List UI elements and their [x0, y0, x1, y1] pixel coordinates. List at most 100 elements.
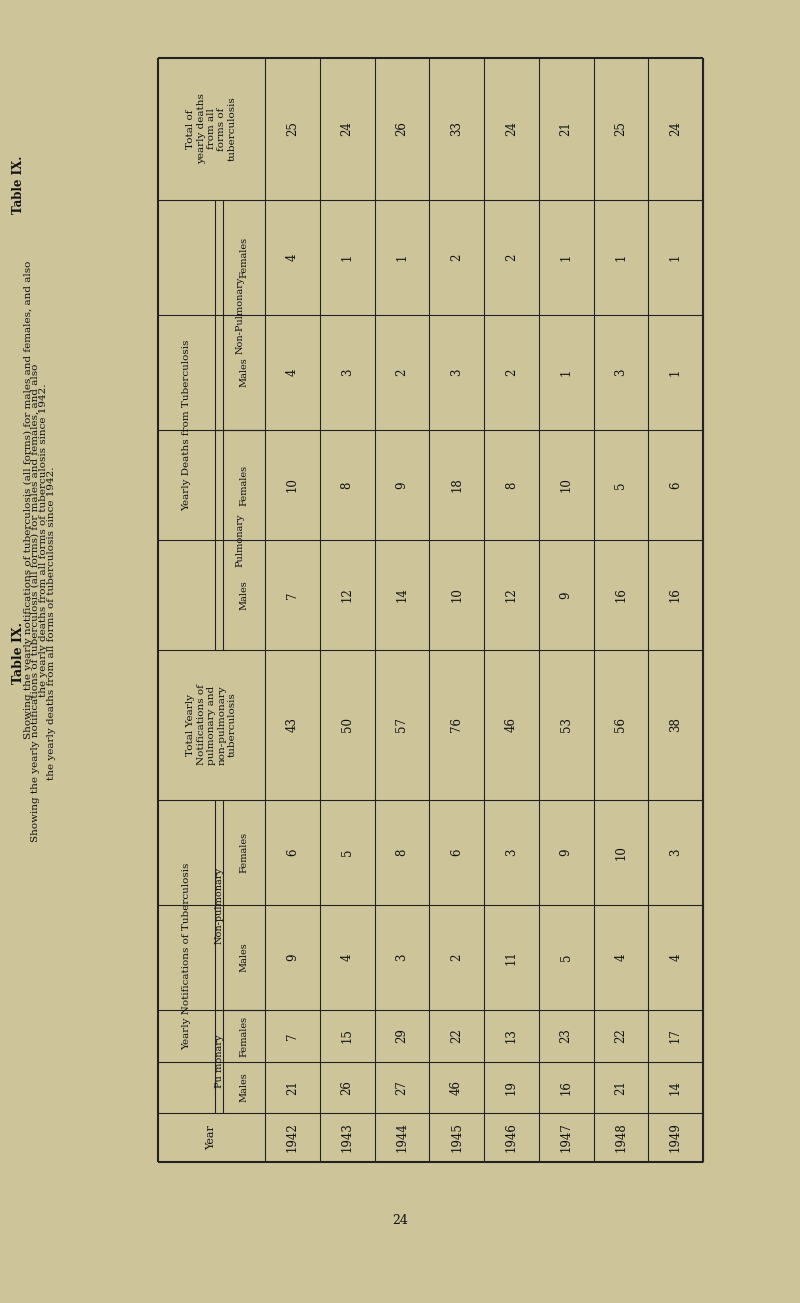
Text: 56: 56 — [614, 718, 627, 732]
Text: 1: 1 — [614, 254, 627, 261]
Text: Year: Year — [206, 1124, 217, 1151]
Text: Table IX.: Table IX. — [12, 156, 25, 214]
Text: 4: 4 — [614, 954, 627, 962]
Text: 53: 53 — [560, 718, 573, 732]
Text: 21: 21 — [286, 1080, 299, 1095]
Text: 27: 27 — [395, 1080, 408, 1095]
Text: Yearly Deaths from Tuberculosis: Yearly Deaths from Tuberculosis — [182, 339, 191, 511]
Text: 1949: 1949 — [669, 1123, 682, 1152]
Text: 29: 29 — [395, 1028, 408, 1044]
Text: Non-Pulmonary: Non-Pulmonary — [235, 276, 245, 353]
Text: 1944: 1944 — [395, 1123, 408, 1152]
Text: 3: 3 — [341, 369, 354, 377]
Text: 46: 46 — [450, 1080, 463, 1095]
Text: 1945: 1945 — [450, 1123, 463, 1152]
Text: 8: 8 — [341, 481, 354, 489]
Text: Females: Females — [239, 831, 249, 873]
Text: 46: 46 — [505, 718, 518, 732]
Text: 10: 10 — [286, 478, 299, 493]
Text: 1: 1 — [560, 254, 573, 261]
Text: 5: 5 — [560, 954, 573, 962]
Text: 2: 2 — [450, 954, 463, 962]
Text: 33: 33 — [450, 121, 463, 137]
Text: 3: 3 — [614, 369, 627, 377]
Text: 5: 5 — [614, 481, 627, 489]
Text: 8: 8 — [505, 481, 518, 489]
Text: 10: 10 — [614, 846, 627, 860]
Text: 6: 6 — [286, 848, 299, 856]
Text: 1942: 1942 — [286, 1123, 299, 1152]
Text: 3: 3 — [395, 954, 408, 962]
Text: 1943: 1943 — [341, 1123, 354, 1152]
Text: 1948: 1948 — [614, 1123, 627, 1152]
Text: 7: 7 — [286, 1032, 299, 1040]
Text: 4: 4 — [286, 254, 299, 261]
Text: 9: 9 — [560, 848, 573, 856]
Text: 18: 18 — [450, 478, 463, 493]
Text: Non-pulmonary: Non-pulmonary — [214, 866, 223, 943]
Text: 16: 16 — [560, 1080, 573, 1095]
Text: Showing the yearly notifications of tuberculosis (all forms) for males and femal: Showing the yearly notifications of tube… — [23, 261, 33, 739]
Text: 16: 16 — [614, 588, 627, 602]
Text: 3: 3 — [669, 848, 682, 856]
Text: 43: 43 — [286, 718, 299, 732]
Text: 22: 22 — [450, 1028, 463, 1044]
Text: 50: 50 — [341, 718, 354, 732]
Text: Pu monary: Pu monary — [214, 1035, 223, 1088]
Text: 10: 10 — [450, 588, 463, 602]
Text: 26: 26 — [341, 1080, 354, 1095]
Text: 1: 1 — [560, 369, 573, 377]
Text: 1947: 1947 — [560, 1123, 573, 1152]
Text: 10: 10 — [560, 478, 573, 493]
Text: 6: 6 — [450, 848, 463, 856]
Text: 14: 14 — [395, 588, 408, 602]
Text: 17: 17 — [669, 1028, 682, 1044]
Text: 1: 1 — [341, 254, 354, 261]
Text: 24: 24 — [505, 121, 518, 137]
Text: 5: 5 — [341, 848, 354, 856]
Text: Females: Females — [239, 1015, 249, 1057]
Text: the yearly deaths from all forms of tuberculosis since 1942.: the yearly deaths from all forms of tube… — [39, 383, 49, 697]
Text: 21: 21 — [560, 121, 573, 137]
Text: 1: 1 — [669, 369, 682, 377]
Text: Males: Males — [239, 580, 249, 610]
Text: 26: 26 — [395, 121, 408, 137]
Text: 2: 2 — [450, 254, 463, 261]
Text: 7: 7 — [286, 592, 299, 599]
Text: 25: 25 — [614, 121, 627, 137]
Text: 2: 2 — [395, 369, 408, 377]
Text: Males: Males — [239, 357, 249, 387]
Text: 8: 8 — [395, 848, 408, 856]
Text: 9: 9 — [560, 592, 573, 599]
Text: 12: 12 — [505, 588, 518, 602]
Text: 57: 57 — [395, 718, 408, 732]
Text: 12: 12 — [341, 588, 354, 602]
Text: 9: 9 — [395, 481, 408, 489]
Text: 1946: 1946 — [505, 1123, 518, 1152]
Text: 24: 24 — [669, 121, 682, 137]
Text: 3: 3 — [450, 369, 463, 377]
Text: 4: 4 — [669, 954, 682, 962]
Text: 2: 2 — [505, 254, 518, 261]
Text: 76: 76 — [450, 718, 463, 732]
Text: 4: 4 — [286, 369, 299, 377]
Text: 4: 4 — [341, 954, 354, 962]
Text: 24: 24 — [392, 1213, 408, 1226]
Text: 11: 11 — [505, 950, 518, 966]
Text: Males: Males — [239, 1072, 249, 1102]
Text: 22: 22 — [614, 1028, 627, 1044]
Text: Showing the yearly notifications of tuberculosis (all forms) for males and femal: Showing the yearly notifications of tube… — [30, 364, 39, 842]
Text: 19: 19 — [505, 1080, 518, 1095]
Text: Yearly Notifications of Tuberculosis: Yearly Notifications of Tuberculosis — [182, 863, 191, 1050]
Text: Total of
yearly deaths
from all
forms of
tuberculosis: Total of yearly deaths from all forms of… — [186, 94, 237, 164]
Text: the yearly deaths from all forms of tuberculosis since 1942.: the yearly deaths from all forms of tube… — [47, 466, 57, 779]
Text: 14: 14 — [669, 1080, 682, 1095]
Text: 23: 23 — [560, 1028, 573, 1044]
Text: 6: 6 — [669, 481, 682, 489]
Text: 1: 1 — [395, 254, 408, 261]
Text: Females: Females — [239, 464, 249, 506]
Text: 13: 13 — [505, 1028, 518, 1044]
Text: 2: 2 — [505, 369, 518, 377]
Text: Pulmonary: Pulmonary — [235, 513, 245, 567]
Text: 21: 21 — [614, 1080, 627, 1095]
